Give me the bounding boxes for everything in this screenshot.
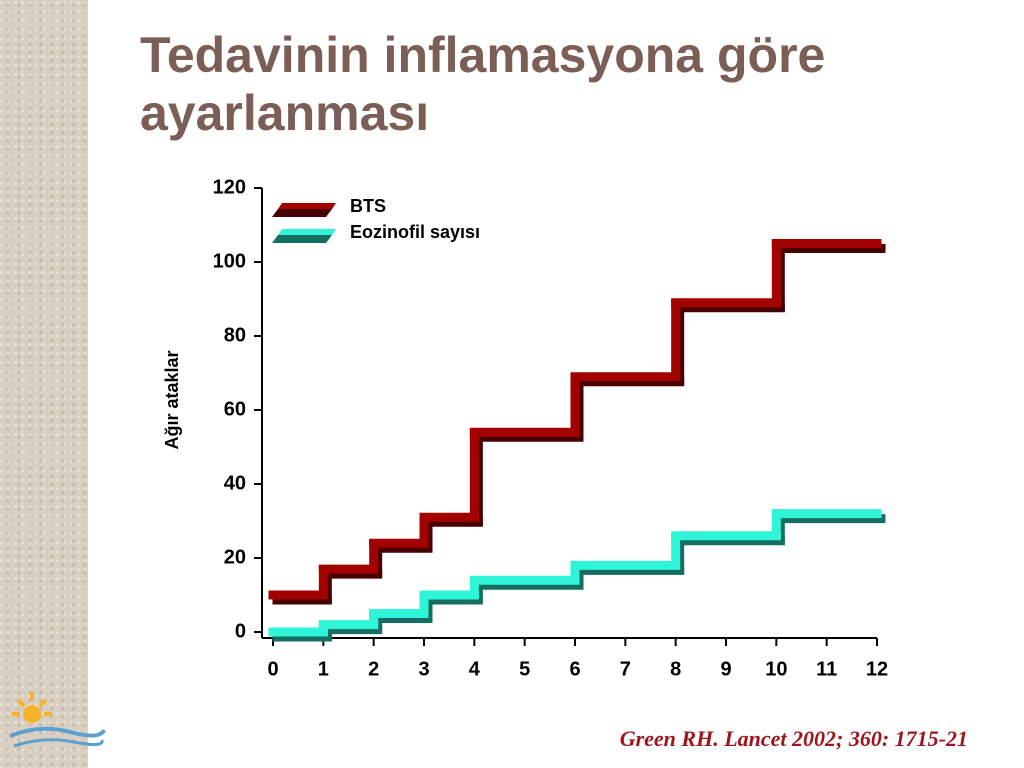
legend-swatch xyxy=(278,229,336,235)
legend-swatch-shadow xyxy=(272,235,332,243)
x-tick-label: 12 xyxy=(866,658,888,680)
x-tick-label: 4 xyxy=(469,658,481,680)
logo xyxy=(9,692,106,748)
x-tick-label: 7 xyxy=(620,658,631,680)
decor-stripe xyxy=(0,0,88,768)
y-tick-label: 20 xyxy=(224,546,246,568)
slide-title: Tedavinin inflamasyona göre ayarlanması xyxy=(140,27,826,141)
x-tick-label: 1 xyxy=(318,658,329,680)
y-tick-label: 40 xyxy=(224,472,246,494)
y-tick-label: 80 xyxy=(224,324,246,346)
y-axis-label: Ağır ataklar xyxy=(162,350,182,449)
x-tick-label: 11 xyxy=(816,658,837,680)
x-tick-label: 9 xyxy=(720,658,731,680)
y-tick-label: 0 xyxy=(235,620,246,642)
x-tick-label: 3 xyxy=(418,658,429,680)
citation: Green RH. Lancet 2002; 360: 1715-21 xyxy=(619,726,968,751)
y-tick-label: 60 xyxy=(224,398,246,420)
x-tick-label: 10 xyxy=(765,658,787,680)
x-tick-label: 8 xyxy=(670,658,681,680)
legend-label: Eozinofil sayısı xyxy=(350,222,480,242)
y-tick-label: 120 xyxy=(213,176,246,198)
x-tick-label: 5 xyxy=(519,658,530,680)
y-tick-label: 100 xyxy=(213,250,246,272)
legend-swatch-shadow xyxy=(272,209,332,217)
x-tick-label: 0 xyxy=(267,658,278,680)
legend-label: BTS xyxy=(350,196,386,216)
legend-swatch xyxy=(278,203,336,209)
x-tick-label: 2 xyxy=(368,658,379,680)
x-tick-label: 6 xyxy=(569,658,580,680)
